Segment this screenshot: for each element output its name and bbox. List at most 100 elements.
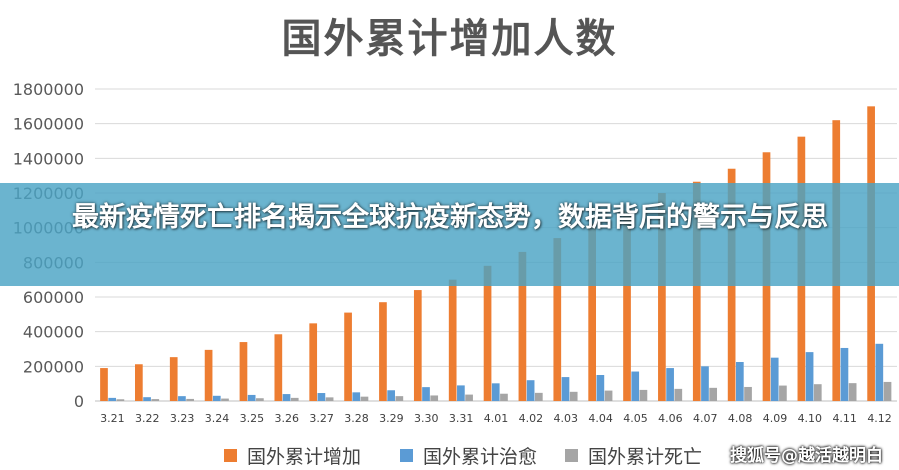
x-tick-label: 3.29 (379, 412, 404, 425)
chart-legend: 国外累计增加 国外累计治愈 国外累计死亡 (0, 441, 899, 469)
x-tick-label: 4.07 (693, 412, 718, 425)
bar (639, 389, 648, 401)
x-tick-label: 3.21 (100, 412, 125, 425)
bar (212, 395, 221, 401)
bar (709, 387, 718, 401)
x-tick-label: 4.04 (588, 412, 613, 425)
bar (360, 396, 369, 401)
x-tick-label: 4.08 (728, 412, 753, 425)
bar (735, 362, 744, 401)
bar (379, 302, 387, 401)
bar (883, 381, 892, 401)
bar (674, 388, 683, 401)
bar (692, 181, 701, 401)
bar (135, 364, 143, 401)
headline-banner (0, 183, 899, 286)
x-tick-label: 4.05 (623, 412, 648, 425)
bar (848, 383, 857, 401)
x-tick-label: 3.30 (414, 412, 439, 425)
bar (221, 398, 229, 401)
bar (483, 265, 492, 401)
y-tick-label: 200000 (23, 357, 84, 376)
legend-item-recovered: 国外累计治愈 (400, 441, 537, 469)
bar (247, 394, 256, 401)
x-tick-label: 4.03 (553, 412, 578, 425)
bar (813, 384, 822, 401)
bar (413, 290, 422, 401)
bar (100, 368, 108, 401)
x-tick-label: 4.10 (798, 412, 823, 425)
x-tick-label: 4.11 (832, 412, 857, 425)
bar (430, 395, 439, 401)
legend-label-recovered: 国外累计治愈 (423, 445, 538, 468)
bar (274, 334, 283, 401)
watermark-text: 搜狐号@越活越明白 (730, 446, 883, 466)
bar (422, 387, 430, 401)
bar (151, 399, 160, 401)
y-tick-label: 600000 (23, 288, 84, 307)
bar (623, 210, 631, 401)
x-tick-label: 3.25 (240, 412, 265, 425)
bar (387, 390, 395, 401)
legend-swatch-increase (224, 448, 237, 462)
y-tick-label: 1600000 (13, 115, 84, 134)
bar (178, 396, 186, 401)
bar (465, 394, 473, 401)
bar (518, 251, 527, 401)
bar (282, 394, 291, 401)
legend-label-increase: 国外累计增加 (247, 445, 362, 468)
x-tick-label: 4.01 (484, 412, 509, 425)
bar (588, 224, 597, 401)
bar (116, 399, 125, 401)
chart-title: 国外累计增加人数 (281, 16, 618, 62)
bar (744, 386, 752, 401)
bar (108, 397, 117, 401)
y-tick-label: 400000 (23, 323, 84, 342)
bar (701, 366, 709, 401)
x-tick-label: 4.02 (519, 412, 544, 425)
y-tick-label: 0 (74, 392, 84, 411)
legend-label-deaths: 国外累计死亡 (588, 445, 703, 468)
bar (169, 357, 178, 401)
bar (805, 352, 814, 401)
x-tick-label: 3.31 (449, 412, 474, 425)
bar (256, 398, 264, 401)
y-tick-label: 1400000 (13, 149, 84, 168)
bar (770, 357, 779, 401)
bar (500, 393, 508, 401)
bar (239, 342, 248, 401)
bar (526, 380, 535, 401)
bar (840, 347, 849, 401)
x-tick-label: 3.28 (344, 412, 369, 425)
legend-swatch-recovered (400, 448, 413, 462)
bar (457, 385, 465, 401)
x-tick-label: 3.23 (170, 412, 195, 425)
bar (569, 391, 578, 401)
legend-item-increase: 国外累计增加 (224, 441, 361, 469)
bar (186, 398, 194, 401)
y-tick-label: 1800000 (13, 80, 84, 99)
bar (325, 397, 334, 401)
bar (604, 390, 613, 401)
bar (875, 343, 884, 401)
bar (448, 279, 457, 401)
bar (553, 238, 562, 401)
bar (596, 375, 605, 401)
x-tick-label: 3.27 (309, 412, 334, 425)
bar (658, 193, 666, 401)
bar (309, 323, 318, 401)
bar (290, 397, 299, 401)
x-tick-label: 4.09 (763, 412, 788, 425)
legend-swatch-deaths (565, 448, 578, 462)
bar (395, 396, 404, 401)
bar (143, 397, 151, 401)
headline-text: 最新疫情死亡排名揭示全球抗疫新态势，数据背后的警示与反思 (72, 202, 828, 233)
x-tick-label: 4.12 (867, 412, 892, 425)
bar (204, 349, 213, 401)
bar (779, 385, 787, 401)
x-tick-label: 3.22 (135, 412, 160, 425)
x-tick-label: 3.24 (205, 412, 230, 425)
bar (631, 371, 640, 401)
bar (666, 368, 674, 401)
x-tick-label: 3.26 (275, 412, 300, 425)
